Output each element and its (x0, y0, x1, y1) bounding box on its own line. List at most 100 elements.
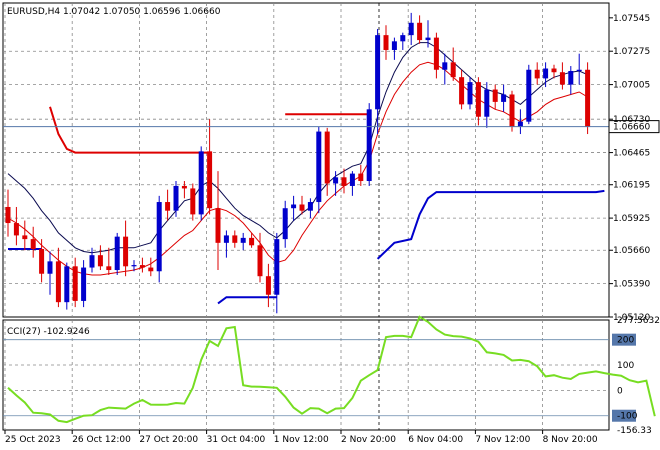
price-panel: 1.06660 EURUSD,H4 1.07042 1.07050 1.0659… (2, 2, 660, 323)
candle-body (47, 261, 53, 274)
candle-body (492, 89, 498, 102)
candle-body (417, 22, 423, 41)
candle-body (190, 188, 196, 215)
candle-body (400, 35, 406, 42)
current-price-box (608, 120, 660, 134)
envelope-lower-segment (376, 189, 605, 260)
cci-tick-label: 0 (617, 386, 623, 396)
cci-panel-frame (2, 319, 610, 431)
price-tick-label: 1.07005 (613, 81, 650, 91)
price-grid (3, 3, 609, 317)
candle-body (207, 151, 213, 209)
candle-body (467, 82, 473, 105)
x-tick-label: 2 Nov 20:00 (341, 435, 396, 445)
candle-body (282, 208, 288, 240)
x-tick-label: 7 Nov 12:00 (475, 435, 530, 445)
candle-body (324, 131, 330, 184)
cci-tick-label: -100 (617, 412, 638, 422)
candle-body (13, 223, 19, 236)
current-price-label: 1.06660 (613, 123, 650, 133)
candle-body (568, 70, 574, 85)
cci-axis: 277.5632 200 100 0 -100 -156.33 (612, 316, 660, 436)
candle-body (215, 208, 221, 243)
candle-body (72, 266, 78, 301)
candle-body (165, 202, 171, 211)
candle-body (375, 35, 381, 110)
candle-body (249, 237, 255, 246)
candle-body (526, 69, 532, 122)
candle-body (232, 235, 238, 243)
current-price-line: 1.06660 (3, 120, 660, 134)
candle-body (316, 131, 322, 203)
candle-body (22, 235, 28, 240)
candle-body (114, 236, 120, 271)
candle-body (433, 37, 439, 70)
price-tick-label: 1.05390 (613, 280, 650, 290)
x-tick-label: 31 Oct 04:00 (207, 435, 266, 445)
time-axis: 25 Oct 2023 26 Oct 12:00 27 Oct 20:00 31 Oc… (4, 430, 598, 445)
candle-body (5, 206, 11, 224)
candle-body (123, 236, 129, 267)
candle-body (265, 276, 271, 295)
candle-body (156, 202, 162, 272)
envelope-upper-segment (49, 106, 210, 154)
candle-body (341, 177, 347, 186)
candle-body (64, 266, 70, 303)
x-tick-label: 27 Oct 20:00 (139, 435, 198, 445)
moving-averages (7, 42, 588, 276)
price-tick-label: 1.06195 (613, 181, 650, 191)
candle-body (450, 62, 456, 78)
x-tick-label: 8 Nov 20:00 (543, 435, 598, 445)
candle-body (291, 204, 297, 209)
candle-body (391, 41, 397, 50)
cci-tick-label: -156.33 (617, 426, 652, 436)
candle-body (408, 22, 414, 36)
candle-body (383, 35, 389, 50)
cci-tick-label: 277.5632 (617, 316, 660, 326)
candle-body (139, 265, 145, 268)
candlesticks (5, 12, 591, 314)
candle-body (442, 62, 448, 70)
candle-body (333, 177, 339, 184)
candle-body (39, 249, 45, 274)
candle-body (106, 266, 112, 271)
candle-body (81, 267, 87, 301)
price-tick-label: 1.05660 (613, 246, 650, 256)
price-axis: 1.07545 1.07275 1.07005 1.06730 1.06465 1.061… (609, 14, 650, 323)
cci-level-box (612, 333, 636, 346)
price-panel-frame (2, 2, 610, 318)
cci-line (7, 315, 656, 424)
candle-body (89, 255, 95, 268)
price-panel-title: EURUSD,H4 1.07042 1.07050 1.06596 1.0666… (7, 7, 221, 17)
cci-tick-label: 200 (617, 336, 634, 346)
candle-body (198, 151, 204, 215)
cci-panel: CCI(27) -102.9246 277.5632 200 100 0 -100 -15… (2, 315, 660, 436)
price-tick-label: 1.07545 (613, 14, 650, 24)
candle-body (257, 245, 263, 277)
candle-body (425, 37, 431, 41)
x-tick-label: 6 Nov 04:00 (408, 435, 463, 445)
cci-tick-label: 100 (617, 361, 634, 371)
price-tick-label: 1.07275 (613, 47, 650, 57)
candle-body (459, 77, 465, 105)
candle-body (576, 69, 582, 71)
candle-body (349, 173, 355, 186)
slow-moving-average-line (7, 61, 588, 276)
cci-panel-title: CCI(27) -102.9246 (7, 327, 90, 337)
candle-body (475, 82, 481, 117)
candle-body (223, 235, 229, 243)
price-tick-label: 1.05925 (613, 214, 650, 224)
candle-body (299, 204, 305, 211)
candle-body (543, 68, 549, 79)
x-tick-label: 25 Oct 2023 (5, 435, 61, 445)
cci-grid (3, 320, 609, 430)
price-tick-label: 1.06465 (613, 149, 650, 159)
price-tick-label: 1.05120 (613, 313, 650, 323)
candle-body (148, 267, 154, 272)
candle-body (131, 265, 137, 267)
candle-body (517, 121, 523, 127)
envelope-lower-segment (217, 296, 277, 305)
candle-body (307, 202, 313, 211)
candle-body (173, 185, 179, 211)
fast-moving-average-line (7, 42, 588, 254)
